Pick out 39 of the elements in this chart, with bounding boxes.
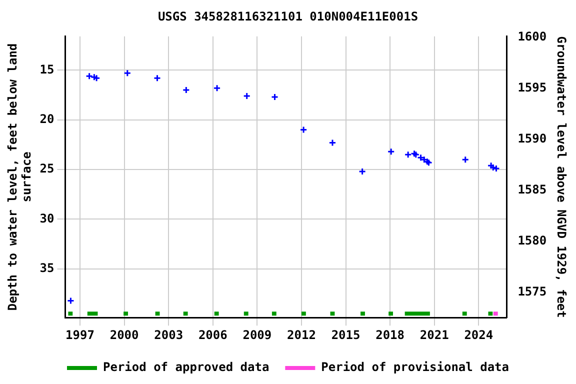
x-tick-label: 2015 [331, 328, 360, 342]
point [387, 148, 395, 156]
x-tick-label: 2009 [242, 328, 272, 342]
y-tick-label: 35 [40, 261, 54, 276]
y2-tick-label: 1595 [518, 80, 547, 94]
point [300, 126, 308, 134]
point [462, 156, 470, 164]
point [213, 84, 221, 92]
y-tick-label: 25 [40, 162, 54, 176]
y2-tick-label: 1585 [518, 182, 547, 196]
x-tick-label: 2012 [287, 328, 316, 342]
point [153, 74, 161, 82]
x-tick-label: 2000 [110, 328, 139, 342]
point [243, 92, 251, 100]
chart-title: USGS 345828116321101 010N004E11E001S [158, 9, 418, 24]
point [358, 168, 366, 176]
point [328, 138, 336, 146]
legend-label: Period of approved data [102, 360, 270, 374]
y-tick-label: 20 [40, 112, 54, 126]
x-tick-label: 2006 [198, 328, 228, 342]
x-tick-label: 2021 [420, 328, 449, 342]
y-axis-title: Depth to water level, feet below land surface [5, 43, 34, 311]
x-tick-label: 2018 [376, 328, 405, 342]
point [124, 69, 132, 77]
point [271, 93, 279, 101]
y2-tick-label: 1600 [518, 30, 547, 44]
y2-tick-label: 1575 [518, 284, 547, 298]
legend-label: Period of provisional data [321, 360, 510, 374]
point [66, 296, 74, 304]
y-tick-label: 30 [40, 211, 54, 226]
x-tick-label: 2024 [464, 328, 494, 342]
point [182, 86, 190, 94]
y2-tick-label: 1580 [518, 233, 547, 248]
y2-tick-label: 1590 [518, 131, 547, 146]
x-tick-label: 2003 [154, 328, 184, 342]
point [404, 150, 412, 158]
x-tick-label: 1997 [66, 328, 94, 342]
y-tick-label: 15 [40, 62, 54, 76]
y2-axis-title: Groundwater level above NGVD 1929, feet [554, 36, 569, 318]
